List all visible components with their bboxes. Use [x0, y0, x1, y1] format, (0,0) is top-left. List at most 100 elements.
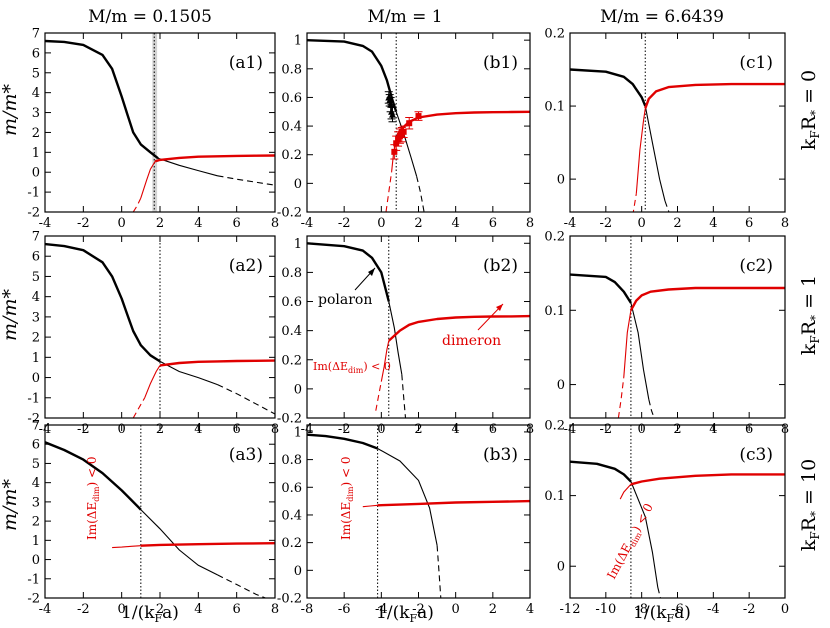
polaron-curve-dashed — [217, 574, 266, 598]
polaron-data-point — [386, 96, 394, 104]
x-tick-label: -8 — [301, 602, 314, 617]
y-tick-label: 0 — [294, 564, 302, 579]
x-tick-label: -2 — [412, 602, 425, 617]
im-annotation-a3: Im(ΔEdim) < 0 — [85, 457, 101, 541]
x-tick-label: 8 — [271, 602, 279, 617]
xlabel-col1: 1/(kFa) — [121, 603, 179, 623]
dimeron-curve-thin — [623, 310, 632, 378]
y-tick-label: 1 — [32, 146, 40, 161]
x-tick-label: 6 — [233, 602, 241, 617]
x-tick-label: -6 — [671, 602, 684, 617]
dimeron-curve-dashed — [132, 197, 142, 212]
polaron-curve-thin — [630, 302, 650, 400]
x-tick-label: 4 — [526, 602, 534, 617]
x-tick-label: 8 — [781, 216, 789, 231]
y-tick-label: 5 — [32, 66, 40, 81]
polaron-curve-dashed — [648, 399, 655, 418]
dimeron-curve-thick — [629, 286, 785, 311]
dimeron-curve-thick — [159, 359, 275, 367]
dimeron-curve-thick — [140, 542, 275, 547]
polaron-data-point — [388, 111, 396, 118]
y-tick-label: 0 — [294, 382, 302, 397]
x-tick-label: 2 — [414, 216, 422, 231]
x-tick-label: 0 — [781, 602, 789, 617]
y-tick-label: -1 — [27, 391, 40, 406]
dimeron-curve-thick — [387, 314, 530, 342]
polaron-curve-thick — [307, 39, 398, 113]
panel-label: (b2) — [483, 256, 518, 276]
y-tick-label: 0.1 — [544, 304, 565, 319]
x-tick-label: 4 — [452, 216, 460, 231]
y-tick-label: 0.6 — [281, 481, 302, 496]
im-annotation-b3: Im(ΔEdim) < 0 — [339, 457, 355, 541]
dimeron-data-point — [400, 128, 407, 135]
dimeron-curve-thick — [644, 82, 785, 109]
y-tick-label: 2 — [32, 331, 40, 346]
x-tick-label: -4 — [707, 602, 720, 617]
plot-area — [570, 33, 785, 212]
x-tick-label: -2 — [77, 216, 90, 231]
y-tick-label: 6 — [32, 250, 40, 265]
dimeron-curve-thick — [377, 499, 530, 507]
dimeron-annotation: dimeron — [442, 333, 501, 349]
polaron-arrowhead — [368, 268, 375, 276]
y-tick-label: 0.8 — [281, 266, 302, 281]
y-tick-label: -0.2 — [277, 206, 302, 221]
panel-label: (b3) — [483, 445, 518, 465]
y-tick-label: 4 — [32, 290, 40, 305]
panel-c2: -4 -2 0 2 4 6 800.10.2(c2) — [544, 230, 789, 438]
dimeron-curve-dashed — [375, 381, 382, 411]
polaron-curve-thick — [570, 460, 632, 483]
xlabel-col2: 1/(kFa) — [376, 603, 434, 623]
y-tick-label: 0.2 — [281, 536, 302, 551]
dimeron-curve-thin — [140, 161, 156, 199]
y-tick-label: 0.1 — [544, 100, 565, 115]
panel-label: (c2) — [739, 256, 773, 276]
plot-area — [570, 236, 785, 418]
polaron-curve-thin — [395, 111, 418, 177]
dimeron-curve-thin — [635, 108, 646, 194]
x-tick-label: -10 — [595, 602, 616, 617]
y-tick-label: 0.4 — [281, 120, 302, 135]
dimeron-arrowhead — [496, 304, 503, 311]
dimeron-curve-dashed — [385, 171, 393, 212]
panel-label: (a2) — [229, 256, 263, 276]
polaron-curve-thick — [45, 242, 161, 363]
plot-area — [45, 425, 275, 598]
y-tick-label: 3 — [32, 495, 40, 510]
panel-label: (c1) — [739, 53, 773, 73]
y-tick-label: 0.2 — [544, 27, 565, 42]
x-tick-label: -4 — [301, 216, 314, 231]
y-tick-label: -0.2 — [277, 412, 302, 427]
polaron-curve-thick — [570, 273, 632, 304]
dimeron-curve-thin — [112, 545, 141, 549]
y-tick-label: 1 — [294, 34, 302, 49]
x-tick-label: -12 — [560, 602, 581, 617]
x-tick-label: 0 — [377, 216, 385, 231]
dimeron-curve-dashed — [617, 377, 625, 418]
polaron-curve-dashed — [217, 384, 275, 415]
y-tick-label: 0.1 — [544, 489, 565, 504]
y-tick-label: 0 — [32, 371, 40, 386]
x-tick-label: 8 — [271, 216, 279, 231]
x-tick-label: 6 — [489, 216, 497, 231]
y-tick-label: -2 — [27, 412, 40, 427]
ylabel-row2: m/m* — [0, 289, 21, 341]
y-tick-label: -1 — [27, 186, 40, 201]
x-tick-label: 0 — [638, 216, 646, 231]
y-tick-label: 0.6 — [281, 91, 302, 106]
y-tick-label: 0.2 — [281, 148, 302, 163]
dimeron-curve-thin — [380, 340, 390, 382]
polaron-curve-dashed — [664, 200, 670, 212]
polaron-curve-dashed — [401, 374, 407, 418]
x-tick-label: 4 — [709, 216, 717, 231]
panel-b1: -4 -2 0 2 4 6 8 -0.2 0 0.2 0.4 0.6 0.8 1 (b1) — [277, 32, 534, 231]
dimeron-curve-thin — [362, 504, 378, 508]
polaron-curve-thin — [159, 360, 218, 386]
y-tick-label: 0 — [294, 177, 302, 192]
dimeron-curve-thick — [154, 154, 275, 163]
polaron-curve-dashed — [217, 175, 275, 186]
dimeron-curve-dashed — [632, 193, 637, 212]
